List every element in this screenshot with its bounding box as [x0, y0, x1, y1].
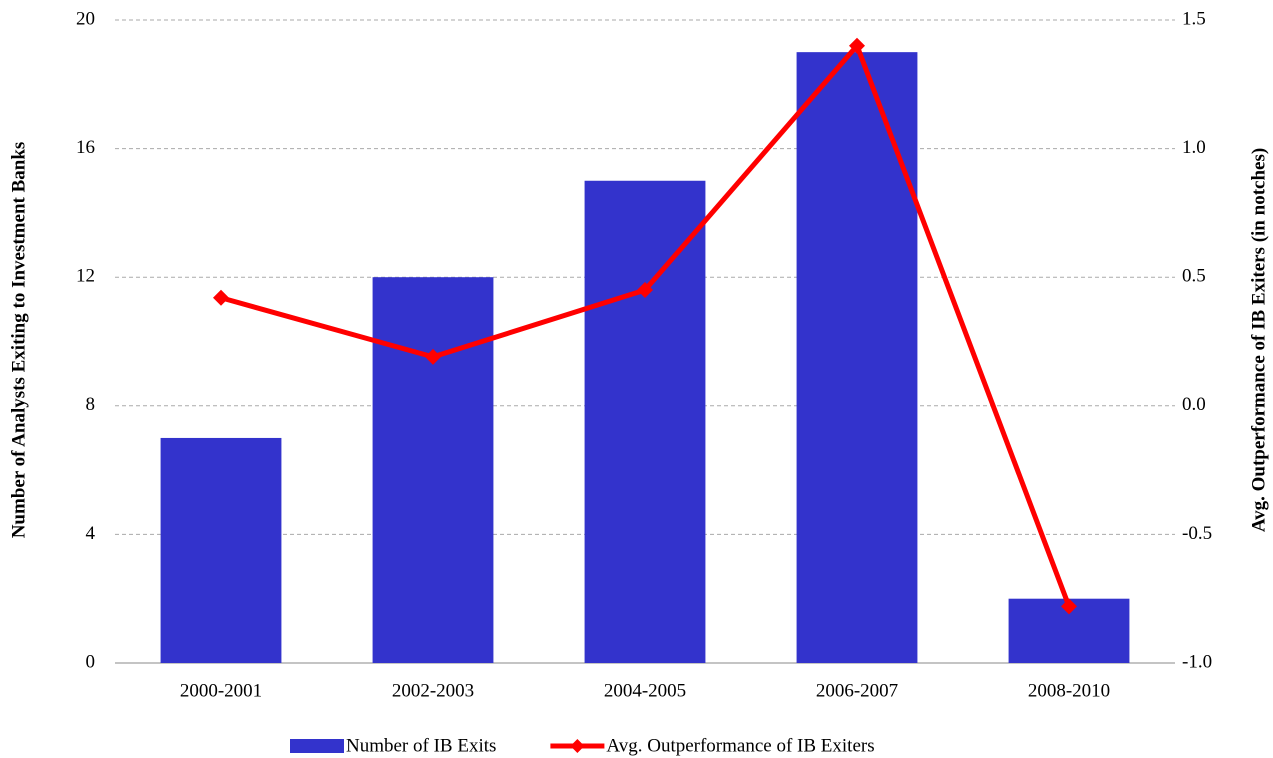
x-tick-label: 2006-2007: [816, 680, 898, 701]
x-tick-label: 2004-2005: [604, 680, 686, 701]
y-tick-label: 16: [76, 137, 95, 158]
y2-tick-label: 1.5: [1182, 8, 1206, 29]
marker: [849, 37, 865, 54]
y-tick-label: 12: [76, 266, 95, 287]
y2-tick-label: -0.5: [1182, 523, 1212, 544]
marker: [637, 282, 653, 299]
marker: [425, 348, 441, 365]
x-tick-label: 2008-2010: [1028, 680, 1110, 701]
legend-label: Number of IB Exits: [346, 735, 496, 756]
legend-marker: [570, 739, 585, 753]
y2-axis-title: Avg. Outperformance of IB Exiters (in no…: [1248, 148, 1269, 532]
y2-tick-label: -1.0: [1182, 651, 1212, 672]
legend-swatch: [290, 739, 344, 753]
y-tick-label: 0: [86, 651, 96, 672]
legend-label: Avg. Outperformance of IB Exiters: [606, 735, 874, 756]
y2-tick-label: 0.5: [1182, 266, 1206, 287]
bar: [584, 180, 706, 663]
y-tick-label: 8: [86, 394, 96, 415]
y-tick-label: 4: [86, 523, 96, 544]
marker: [213, 289, 229, 306]
y-tick-label: 20: [76, 8, 95, 29]
bar: [160, 437, 282, 663]
bar: [796, 52, 918, 663]
y-axis-title: Number of Analysts Exiting to Investment…: [8, 142, 29, 539]
x-tick-label: 2000-2001: [180, 680, 262, 701]
y2-tick-label: 1.0: [1182, 137, 1206, 158]
bar: [372, 277, 494, 663]
y2-tick-label: 0.0: [1182, 394, 1206, 415]
marker: [1061, 598, 1077, 615]
x-tick-label: 2002-2003: [392, 680, 474, 701]
